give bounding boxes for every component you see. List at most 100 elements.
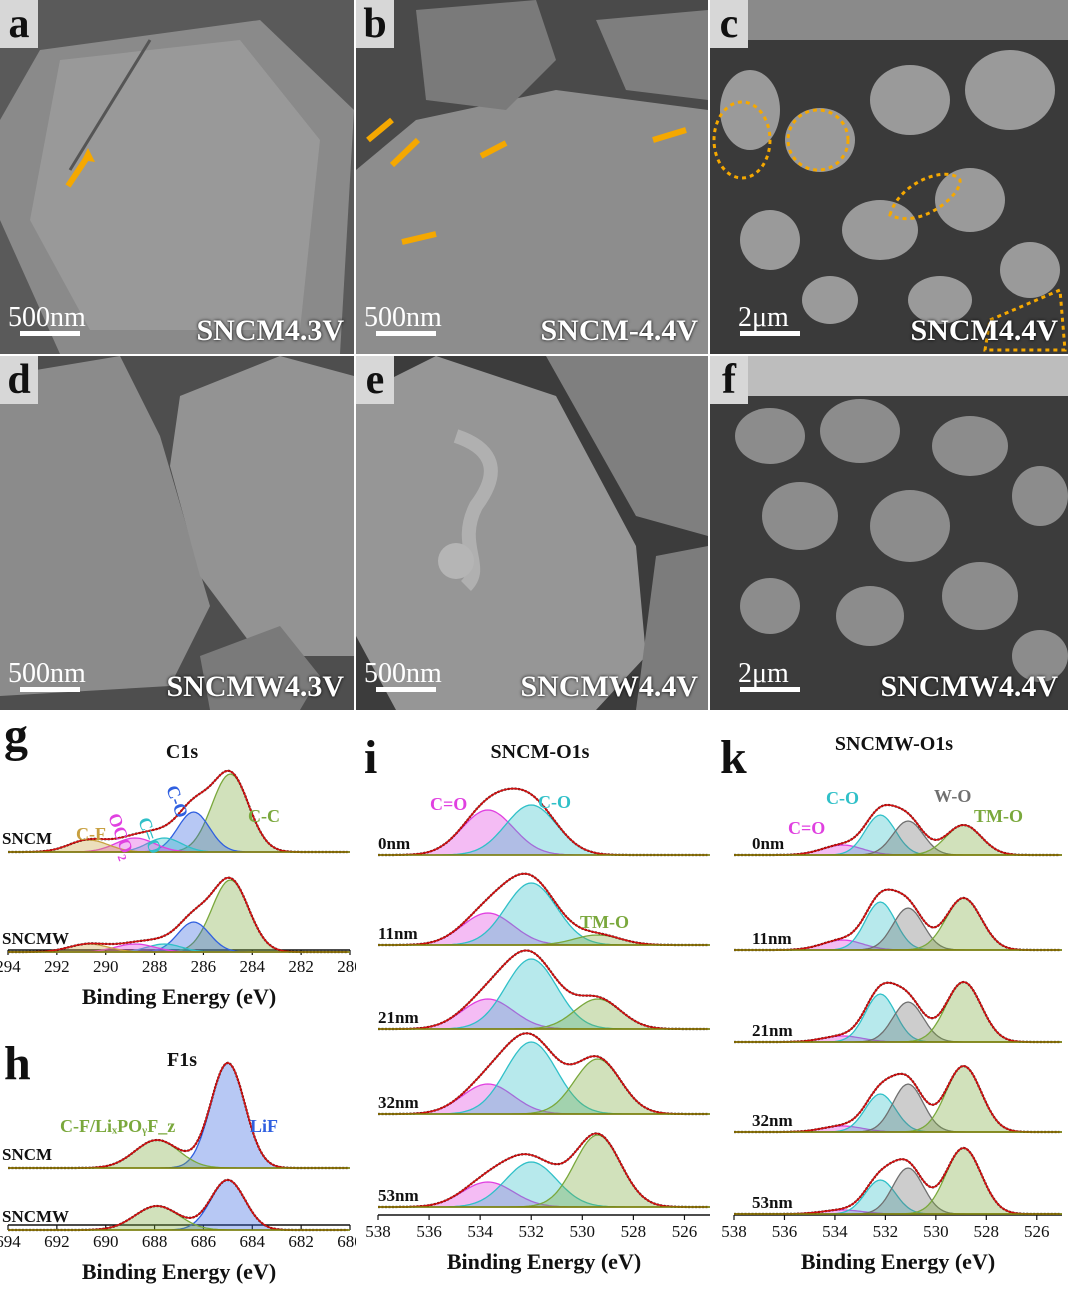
- series-label: 21nm: [378, 1008, 419, 1027]
- x-tick-label: 286: [191, 957, 217, 976]
- x-tick-label: 288: [142, 957, 168, 976]
- xps-chart-c1s: C1s 294 292 290 288 286 284 282 280 Binding Energ…: [0, 741, 356, 1009]
- sample-label: SNCM-4.4V: [540, 314, 699, 347]
- x-tick-label: 538: [721, 1222, 747, 1241]
- peak-component: [378, 1041, 710, 1115]
- peak-label: C=O: [788, 818, 825, 838]
- series-label: 53nm: [378, 1186, 419, 1205]
- peak-component: [378, 1161, 710, 1208]
- scale-bar: [20, 331, 80, 336]
- series-label: 11nm: [378, 924, 418, 943]
- scale-bar: [20, 687, 80, 692]
- x-tick-label: 680: [337, 1232, 356, 1251]
- peak-label: C-F/LiₓPOᵧF_z: [60, 1116, 175, 1136]
- peak-label: OCO2: [100, 811, 139, 863]
- peak-label: W-O: [934, 786, 971, 806]
- scale-text: 500nm: [364, 302, 442, 333]
- scale-bar: [740, 331, 800, 336]
- series-label: SNCMW: [2, 1207, 69, 1226]
- sample-label: SNCMW4.4V: [880, 670, 1059, 703]
- x-tick-label: 692: [44, 1232, 70, 1251]
- series-label: SNCMW: [2, 929, 69, 948]
- series-label: 32nm: [378, 1093, 419, 1112]
- sem-panel-a: a 500nm SNCM4.3V: [0, 0, 354, 354]
- x-tick-label: 534: [822, 1222, 848, 1241]
- scale-bar: [376, 687, 436, 692]
- panel-label: b: [356, 0, 394, 48]
- series-label: 32nm: [752, 1111, 793, 1130]
- peak-label: C-O: [826, 788, 859, 808]
- series-label: SNCM: [2, 1145, 52, 1164]
- xps-chart-sncmw-o1s: SNCMW-O1s 538 536 534 532 530 528 526 Binding En…: [721, 733, 1062, 1274]
- peak-label: C-F: [76, 824, 106, 844]
- sem-image-f: [710, 356, 1068, 710]
- x-tick-label: 538: [365, 1222, 391, 1241]
- x-tick-label: 686: [191, 1232, 217, 1251]
- x-axis-label: Binding Energy (eV): [801, 1249, 995, 1274]
- x-tick-label: 688: [142, 1232, 168, 1251]
- scale-text: 500nm: [364, 658, 442, 689]
- x-tick-label: 532: [873, 1222, 899, 1241]
- scale-text: 2μm: [738, 658, 789, 689]
- x-axis-label: Binding Energy (eV): [447, 1249, 641, 1274]
- sem-panel-e: e 500nm SNCMW4.4V: [356, 356, 708, 710]
- x-tick-label: 536: [416, 1222, 442, 1241]
- sample-label: SNCM4.3V: [196, 314, 345, 347]
- sem-image-b: [356, 0, 708, 354]
- x-tick-label: 280: [337, 957, 356, 976]
- sem-image-a: [0, 0, 354, 354]
- x-axis-label: Binding Energy (eV): [82, 984, 276, 1009]
- scale-text: 500nm: [8, 302, 86, 333]
- fit-envelope: [378, 1032, 708, 1115]
- fit-envelope: [378, 1132, 708, 1208]
- x-tick-label: 290: [93, 957, 119, 976]
- chart-title: C1s: [166, 741, 198, 763]
- xps-chart-f1s: F1s 694 692 690 688 686 684 682 680 Binding Energ…: [0, 1049, 356, 1284]
- panel-label: c: [710, 0, 748, 48]
- scale-bar: [376, 331, 436, 336]
- sem-image-e: [356, 356, 708, 710]
- x-tick-label: 684: [240, 1232, 266, 1251]
- peak-label: C-O: [162, 783, 192, 821]
- panel-label-i: i: [364, 731, 378, 784]
- x-tick-label: 532: [518, 1222, 544, 1241]
- x-tick-label: 528: [621, 1222, 647, 1241]
- peak-component: [378, 958, 710, 1030]
- x-tick-label: 282: [288, 957, 314, 976]
- chart-title: F1s: [167, 1049, 197, 1071]
- sem-image-d: [0, 356, 354, 710]
- x-tick-label: 526: [1024, 1222, 1050, 1241]
- peak-label: TM-O: [580, 912, 629, 932]
- panel-label-k: k: [720, 731, 747, 784]
- xps-chart-sncm-o1s: SNCM-O1s 538 536 534 532 530 528 526 Binding Ene…: [365, 741, 710, 1274]
- scale-text: 2μm: [738, 302, 789, 333]
- peak-component: [378, 804, 710, 856]
- peak-component: [378, 882, 710, 946]
- x-tick-label: 536: [772, 1222, 798, 1241]
- panel-label-h: h: [4, 1037, 31, 1090]
- sem-panel-f: f 2μm SNCMW4.4V: [710, 356, 1068, 710]
- chart-title: SNCM-O1s: [491, 741, 590, 763]
- chart-title: SNCMW-O1s: [835, 733, 953, 755]
- sample-label: SNCM4.4V: [910, 314, 1059, 347]
- series-label: 0nm: [752, 834, 784, 853]
- panel-label: f: [710, 356, 748, 404]
- series-label: 21nm: [752, 1021, 793, 1040]
- x-tick-label: 526: [672, 1222, 698, 1241]
- scale-text: 500nm: [8, 658, 86, 689]
- sem-panel-c: c 2μm SNCM4.4V: [710, 0, 1068, 354]
- x-tick-label: 284: [240, 957, 266, 976]
- peak-label: C-O: [538, 792, 571, 812]
- peak-component: [8, 1139, 350, 1169]
- x-tick-label: 292: [44, 957, 70, 976]
- panel-label-g: g: [4, 709, 28, 762]
- scale-bar: [740, 687, 800, 692]
- x-tick-label: 530: [570, 1222, 596, 1241]
- sem-panel-b: b 500nm SNCM-4.4V: [356, 0, 708, 354]
- x-tick-label: 534: [467, 1222, 493, 1241]
- sem-panel-d: d 500nm SNCMW4.3V: [0, 356, 354, 710]
- series-label: SNCM: [2, 829, 52, 848]
- x-tick-label: 528: [974, 1222, 1000, 1241]
- panel-label: e: [356, 356, 394, 404]
- series-label: 53nm: [752, 1193, 793, 1212]
